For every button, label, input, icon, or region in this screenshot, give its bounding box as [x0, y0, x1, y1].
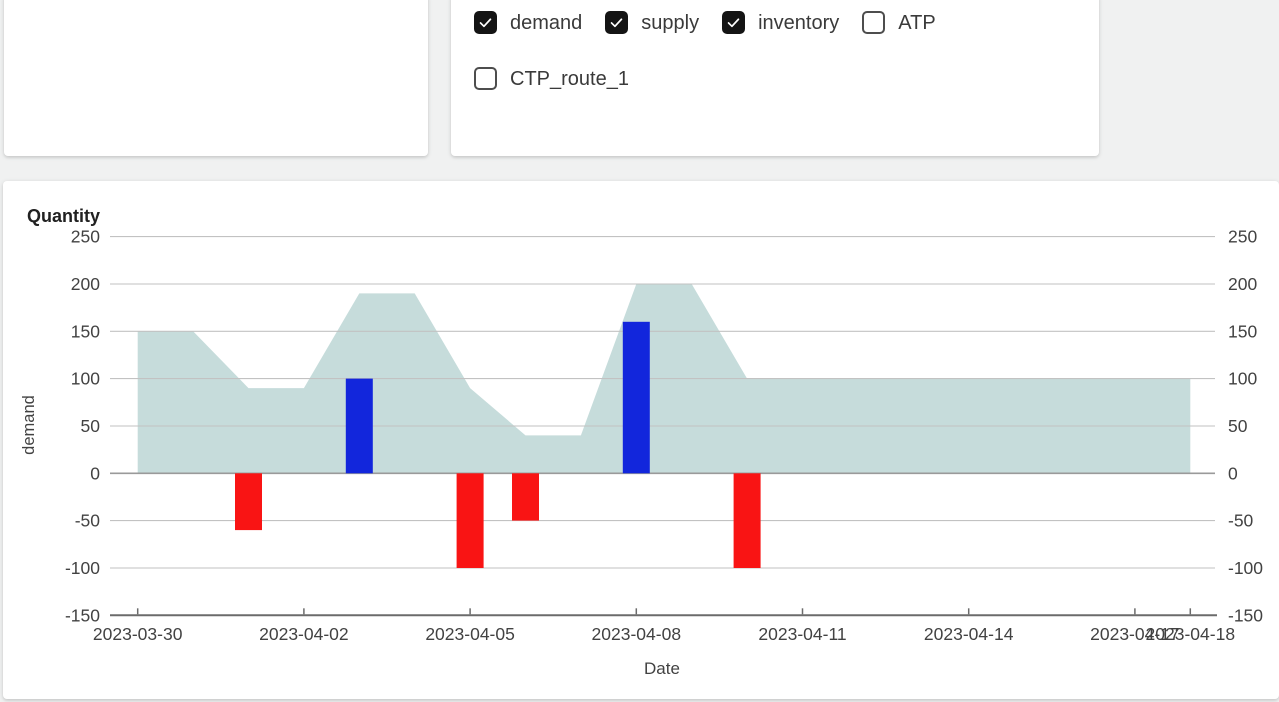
y-axis-label-left: 50: [81, 416, 101, 436]
x-axis-label: 2023-04-02: [259, 624, 349, 644]
y-axis-label-left: 0: [90, 463, 100, 483]
series-toggle-rows: demand supply inventory ATP CTP_route_1: [474, 11, 936, 123]
y-axis-label-right: 100: [1228, 369, 1257, 389]
checked-checkbox-icon[interactable]: [722, 11, 746, 34]
demand-bar: [235, 473, 262, 531]
x-axis-label: 2023-04-18: [1146, 624, 1236, 644]
series-toggle-label: inventory: [758, 11, 840, 34]
series-toggle-demand[interactable]: demand: [474, 11, 582, 34]
x-axis-label: 2023-04-11: [758, 624, 846, 644]
series-toggle-label: supply: [641, 11, 700, 34]
series-toggle-ctp_route_1[interactable]: CTP_route_1: [474, 67, 629, 90]
y-axis-label-right: 0: [1228, 463, 1238, 483]
supply-bar: [622, 321, 650, 474]
series-toggle-label: ATP: [898, 11, 936, 34]
y-axis-label-right: -150: [1228, 605, 1263, 625]
y-axis-label-right: -100: [1228, 558, 1263, 578]
unchecked-checkbox-icon[interactable]: [862, 11, 886, 34]
series-toggle-label: CTP_route_1: [510, 67, 629, 90]
series-toggle-label: demand: [510, 11, 583, 34]
demand-bar: [512, 473, 539, 521]
unchecked-checkbox-icon[interactable]: [474, 67, 497, 90]
y-axis-label-left: -50: [75, 511, 101, 531]
checked-checkbox-icon[interactable]: [605, 11, 629, 34]
checked-checkbox-icon[interactable]: [474, 11, 497, 34]
y-axis-label-right: 50: [1228, 416, 1248, 436]
y-axis-label-left: 250: [71, 227, 100, 247]
series-toggle-atp[interactable]: ATP: [862, 11, 936, 34]
x-axis-label: 2023-04-05: [425, 624, 515, 644]
chart-title: Quantity: [27, 206, 100, 226]
y-axis-label-right: -50: [1228, 511, 1254, 531]
empty-panel: [4, 0, 428, 156]
supply-bar: [345, 378, 373, 474]
y-axis-label-right: 150: [1228, 321, 1257, 341]
series-toggle-row-2: CTP_route_1: [474, 67, 936, 90]
y-axis-label-left: 200: [71, 274, 100, 294]
y-axis-label-left: 150: [71, 321, 100, 341]
x-axis-title: Date: [644, 659, 680, 678]
y-axis-label-left: -150: [65, 605, 100, 625]
x-axis-label: 2023-04-08: [592, 624, 682, 644]
x-axis-label: 2023-03-30: [93, 624, 183, 644]
demand-bar: [456, 473, 484, 568]
y-axis-label-left: 100: [71, 369, 100, 389]
quantity-chart-svg: 250 250 200 200 150 150 100 100 50 50 0 0 -50 -50 -100…: [20, 206, 1263, 678]
series-toggle-inventory[interactable]: inventory: [722, 11, 839, 34]
chart-panel: 250 250 200 200 150 150 100 100 50 50 0 0 -50 -50 -100…: [3, 181, 1279, 699]
series-toggle-supply[interactable]: supply: [605, 11, 699, 34]
series-toggle-row-1: demand supply inventory ATP: [474, 11, 936, 34]
demand-bar: [733, 473, 761, 568]
series-toggle-panel: demand supply inventory ATP CTP_route_1: [451, 0, 1099, 156]
y-axis-label-right: 200: [1228, 274, 1257, 294]
y-axis-label-right: 250: [1228, 227, 1257, 247]
x-axis-label: 2023-04-14: [924, 624, 1014, 644]
y-axis-label-left: -100: [65, 558, 100, 578]
x-axis-label: 2023-04-17: [1090, 624, 1180, 644]
y-axis-title-demand: demand: [20, 395, 38, 455]
